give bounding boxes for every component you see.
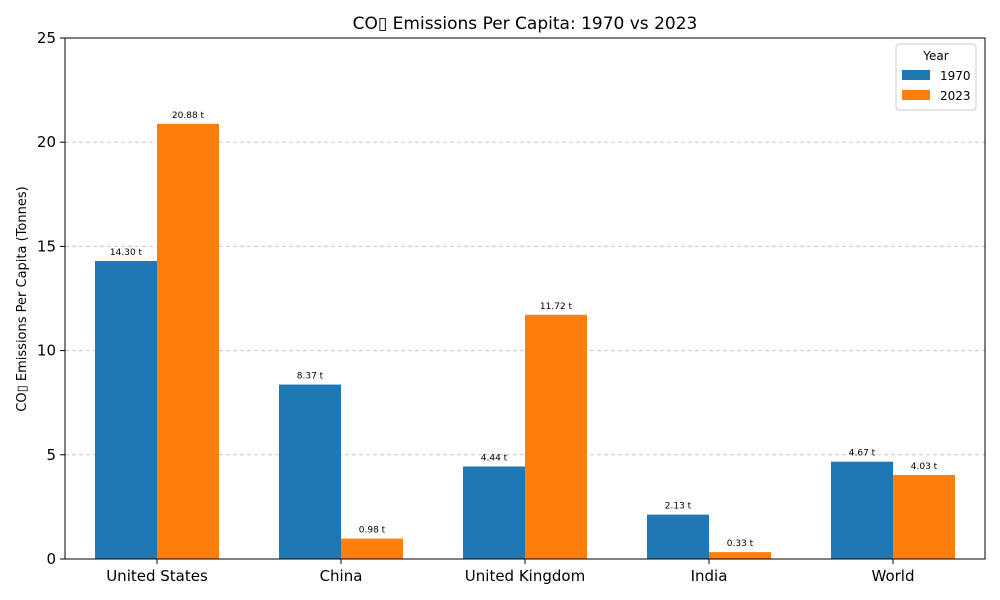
bars bbox=[95, 123, 955, 559]
bar-data-label: 4.67 t bbox=[849, 449, 876, 459]
x-tick-label: China bbox=[320, 567, 363, 585]
x-tick-label: United States bbox=[106, 567, 208, 585]
bar-data-label: 0.33 t bbox=[727, 539, 754, 549]
legend-label-1970: 1970 bbox=[940, 69, 971, 83]
bar-1970-1 bbox=[279, 384, 341, 559]
legend-swatch-2023 bbox=[902, 90, 930, 100]
bar-data-label: 4.03 t bbox=[911, 462, 938, 472]
bar-data-label: 0.98 t bbox=[359, 526, 386, 536]
bar-data-label: 11.72 t bbox=[540, 302, 573, 312]
legend-title: Year bbox=[922, 49, 948, 63]
y-tick-label: 10 bbox=[37, 342, 56, 360]
bar-1970-3 bbox=[647, 514, 709, 559]
y-tick-label: 20 bbox=[37, 133, 56, 151]
x-tick-label: World bbox=[872, 567, 915, 585]
legend-label-2023: 2023 bbox=[940, 89, 971, 103]
y-axis-label: CO▯ Emissions Per Capita (Tonnes) bbox=[15, 186, 30, 411]
bar-1970-0 bbox=[95, 260, 157, 559]
axes: 0 5 10 15 20 25 United States China United Kingd… bbox=[37, 29, 986, 585]
bar-1970-2 bbox=[463, 466, 525, 559]
y-tick-label: 15 bbox=[37, 237, 56, 255]
bar-data-label: 2.13 t bbox=[665, 502, 692, 512]
data-labels: 14.30 t 20.88 t 8.37 t 0.98 t 4.44 t 11.72 t 2… bbox=[110, 111, 938, 549]
bar-data-label: 4.44 t bbox=[481, 453, 508, 463]
y-tick-label: 25 bbox=[37, 29, 56, 47]
bar-data-label: 8.37 t bbox=[297, 372, 324, 382]
bar-data-label: 20.88 t bbox=[172, 111, 205, 121]
bar-2023-1 bbox=[341, 538, 403, 559]
chart-title: CO▯ Emissions Per Capita: 1970 vs 2023 bbox=[353, 14, 698, 34]
bar-1970-4 bbox=[831, 461, 893, 559]
x-tick-label: United Kingdom bbox=[465, 567, 585, 585]
plot-frame bbox=[64, 37, 986, 560]
legend: Year 1970 2023 bbox=[895, 43, 977, 111]
bar-2023-3 bbox=[709, 552, 771, 559]
legend-swatch-1970 bbox=[902, 70, 930, 80]
bar-2023-2 bbox=[525, 314, 587, 559]
x-tick-label: India bbox=[691, 567, 728, 585]
y-tick-label: 0 bbox=[46, 550, 56, 568]
grid-lines bbox=[65, 141, 985, 456]
bar-2023-4 bbox=[893, 475, 955, 559]
y-tick-label: 5 bbox=[46, 446, 56, 464]
bar-2023-0 bbox=[157, 123, 219, 559]
bar-data-label: 14.30 t bbox=[110, 248, 143, 258]
